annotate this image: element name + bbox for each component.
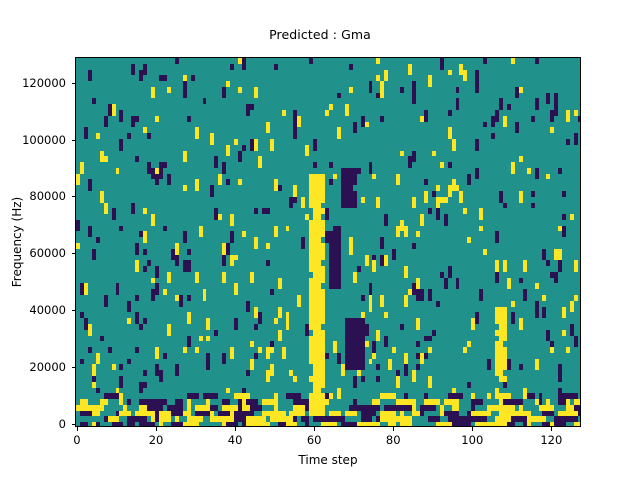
x-tick-label: 40 xyxy=(227,433,243,447)
spectrogram-heatmap[interactable] xyxy=(76,58,580,426)
x-tick-mark xyxy=(314,427,316,431)
x-tick-label: 100 xyxy=(461,433,484,447)
x-tick-mark xyxy=(76,427,78,431)
x-tick-mark xyxy=(393,427,395,431)
y-tick-mark xyxy=(71,310,75,312)
x-tick-label: 120 xyxy=(540,433,563,447)
y-axis-label: Frequency (Hz) xyxy=(10,196,24,288)
y-tick-mark xyxy=(71,139,75,141)
y-tick-label: 120000 xyxy=(22,75,66,90)
y-tick-mark xyxy=(71,253,75,255)
x-tick-mark xyxy=(472,427,474,431)
x-tick-label: 20 xyxy=(148,433,164,447)
y-tick-label: 20000 xyxy=(29,360,66,375)
x-tick-label: 60 xyxy=(306,433,322,447)
x-tick-mark xyxy=(235,427,237,431)
y-tick-mark xyxy=(71,82,75,84)
y-tick-mark xyxy=(71,196,75,198)
y-tick-mark xyxy=(71,424,75,426)
y-tick-label: 60000 xyxy=(29,246,66,261)
x-tick-mark xyxy=(551,427,553,431)
y-tick-mark xyxy=(71,367,75,369)
x-tick-mark xyxy=(156,427,158,431)
page-title: Predicted : Gma xyxy=(269,27,371,42)
y-tick-label: 100000 xyxy=(22,132,66,147)
heatmap-plot-area[interactable] xyxy=(75,57,581,427)
y-tick-label: 80000 xyxy=(29,189,66,204)
y-tick-label: 0 xyxy=(58,417,66,432)
x-tick-label: 80 xyxy=(385,433,401,447)
x-tick-label: 0 xyxy=(73,433,81,447)
y-tick-label: 40000 xyxy=(29,303,66,318)
x-axis-label: Time step xyxy=(298,453,358,467)
